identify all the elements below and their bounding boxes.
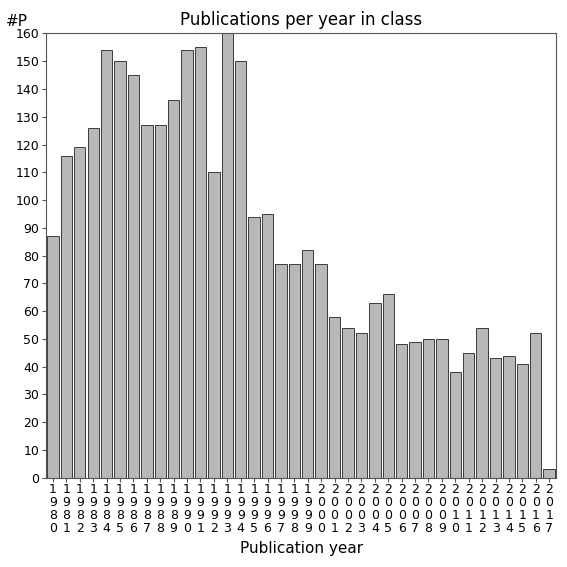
Bar (235, 61, 247, 478)
Bar (530, 333, 541, 478)
Bar (302, 250, 314, 478)
Bar (476, 328, 488, 478)
Bar (87, 128, 99, 478)
Bar (155, 125, 166, 478)
Bar (128, 75, 139, 478)
Bar (315, 264, 327, 478)
X-axis label: Publication year: Publication year (239, 541, 363, 556)
Bar (490, 358, 501, 478)
Bar (141, 125, 153, 478)
Bar (396, 345, 407, 478)
Bar (503, 356, 515, 478)
Bar (181, 50, 193, 478)
Bar (450, 373, 461, 478)
Bar (423, 339, 434, 478)
Bar (463, 353, 475, 478)
Title: Publications per year in class: Publications per year in class (180, 11, 422, 29)
Bar (383, 294, 394, 478)
Bar (74, 147, 86, 478)
Bar (369, 303, 380, 478)
Bar (208, 172, 219, 478)
Bar (544, 469, 555, 478)
Bar (517, 364, 528, 478)
Bar (101, 50, 112, 478)
Bar (222, 33, 233, 478)
Bar (275, 264, 287, 478)
Bar (262, 214, 273, 478)
Bar (61, 155, 72, 478)
Bar (289, 264, 300, 478)
Bar (115, 61, 126, 478)
Bar (409, 342, 421, 478)
Bar (248, 217, 260, 478)
Bar (342, 328, 354, 478)
Bar (168, 100, 179, 478)
Bar (195, 47, 206, 478)
Bar (329, 317, 340, 478)
Bar (436, 339, 447, 478)
Bar (47, 236, 58, 478)
Text: #P: #P (6, 14, 27, 29)
Bar (356, 333, 367, 478)
